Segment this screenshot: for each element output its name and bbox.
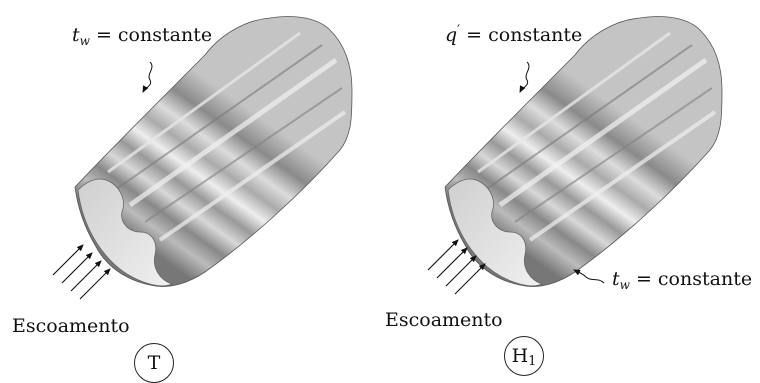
flow-arrow-icon (52, 244, 84, 276)
flow-arrow-icon (427, 239, 459, 271)
right-flow-arrows (427, 239, 486, 295)
left-duct-end-face (77, 178, 174, 287)
left-flow-arrows (52, 244, 111, 300)
right-heat-rate-label: q′ = constante (445, 23, 583, 46)
right-duct (444, 16, 723, 287)
right-wall-temperature-label: tw = constante (612, 268, 753, 292)
case-label-T: T (134, 343, 174, 383)
subscript-w: w (619, 278, 630, 292)
prime-mark: ′ (457, 23, 461, 38)
left-duct-ridge-2 (128, 57, 338, 208)
flow-arrow-icon (445, 255, 477, 287)
flow-arrow-icon (436, 247, 468, 279)
symbol-t: t (72, 24, 80, 46)
equals-constante: = constante (629, 268, 753, 290)
symbol-t: t (612, 268, 620, 290)
equals-constante: = constante (460, 24, 583, 46)
leader-arrow-icon (573, 269, 605, 284)
flow-arrow-icon (79, 268, 111, 300)
left-duct-groove-1 (117, 44, 323, 189)
left-duct-ridge-3 (158, 110, 347, 242)
right-duct-groove-2 (514, 87, 713, 223)
leader-arrow-icon (142, 61, 153, 93)
left-flow-label: Escoamento (12, 315, 130, 337)
case-label-H1-main: H (511, 345, 529, 367)
leader-arrow-icon (519, 61, 530, 93)
subscript-w: w (79, 34, 90, 48)
left-wall-temperature-label: tw = constante (72, 24, 213, 48)
right-duct-end-face (447, 178, 544, 287)
right-flow-label: Escoamento (385, 309, 503, 331)
right-duct-groove-1 (487, 44, 693, 189)
flow-arrow-icon (70, 260, 102, 292)
left-duct-ridge-1 (107, 31, 301, 174)
flow-arrow-icon (61, 252, 93, 284)
left-duct-body (74, 16, 353, 287)
symbol-q: q (445, 24, 458, 46)
case-label-H1-sub: 1 (528, 353, 537, 369)
equals-constante: = constante (89, 24, 213, 46)
case-label-T-text: T (147, 352, 161, 374)
flow-arrow-icon (454, 263, 486, 295)
right-duct-ridge-3 (528, 110, 717, 242)
left-duct-groove-2 (144, 87, 343, 223)
left-duct (74, 16, 353, 287)
right-duct-ridge-1 (477, 31, 671, 174)
right-duct-body (444, 16, 723, 287)
right-duct-ridge-2 (498, 57, 708, 208)
